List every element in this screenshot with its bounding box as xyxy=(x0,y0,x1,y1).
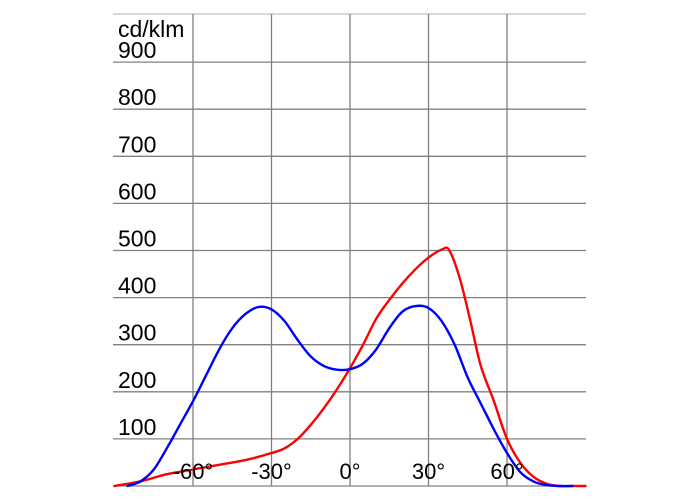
chart-labels: cd/klm 100 200 300 400 500 600 700 800 900 -60° -3… xyxy=(118,16,524,484)
x-tick-label: -60° xyxy=(173,459,214,484)
y-tick-label: 600 xyxy=(118,178,156,204)
y-tick-label: 900 xyxy=(118,37,156,63)
y-tick-label: 400 xyxy=(118,273,156,299)
chart-series xyxy=(113,246,587,488)
x-tick-label: 60° xyxy=(490,459,523,484)
y-tick-label: 200 xyxy=(118,367,156,393)
x-tick-label: 30° xyxy=(412,459,445,484)
unit-label: cd/klm xyxy=(118,16,184,42)
chart-grid xyxy=(113,13,586,487)
y-tick-label: 100 xyxy=(118,414,156,440)
series-line-blue xyxy=(126,304,574,488)
x-tick-label: -30° xyxy=(251,459,292,484)
y-tick-label: 700 xyxy=(118,131,156,157)
y-tick-label: 300 xyxy=(118,320,156,346)
y-tick-label: 800 xyxy=(118,84,156,110)
x-tick-label: 0° xyxy=(339,459,360,484)
y-tick-label: 500 xyxy=(118,226,156,252)
series-line-red xyxy=(113,246,587,488)
